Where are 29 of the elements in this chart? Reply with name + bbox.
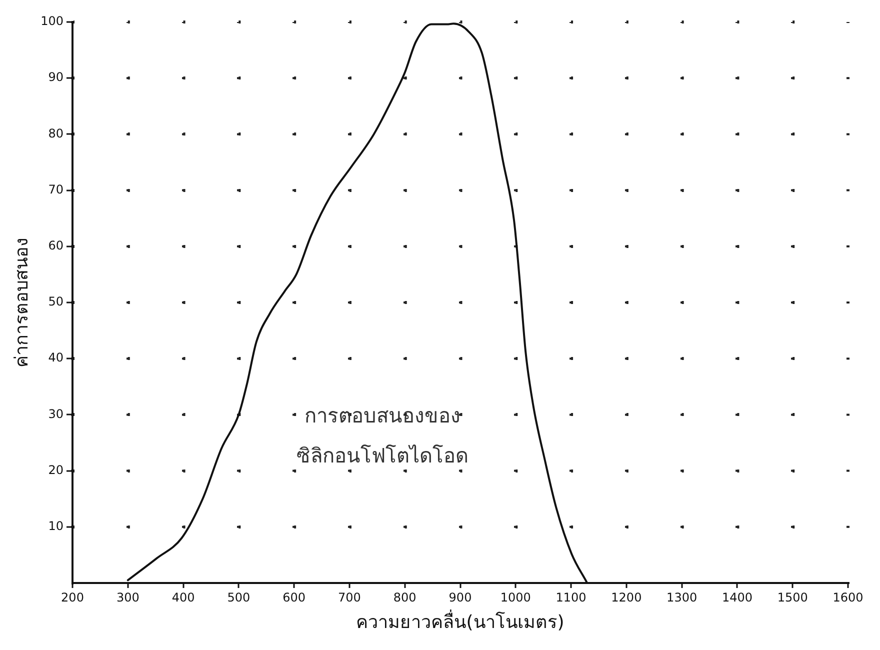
y-tick-label: 60 (48, 238, 64, 253)
y-tick-label: 70 (48, 182, 64, 196)
x-tick-label: 1300 (666, 590, 698, 604)
x-tick-label: 600 (282, 590, 306, 604)
x-tick-label: 200 (61, 590, 84, 604)
x-tick-label: 400 (172, 590, 195, 604)
y-tick-label: 100 (40, 14, 64, 28)
y-axis-title: ค่าการตอบสนอง (11, 238, 32, 368)
y-tick-label: 30 (48, 406, 64, 421)
annotation: ซิลิกอนโฟโตไดโอด (296, 444, 469, 468)
x-tick-label: 1600 (832, 590, 864, 604)
y-tick-label: 40 (48, 350, 64, 365)
x-tick-label: 300 (116, 590, 140, 604)
x-tick-label: 800 (393, 590, 416, 604)
annotation: การตอบสนองของ (304, 404, 461, 428)
y-tick-label: 10 (48, 519, 64, 534)
y-tick-label: 80 (48, 126, 64, 140)
y-tick-label: 90 (48, 70, 64, 84)
y-tick-label: 20 (48, 462, 64, 477)
x-tick-label: 1100 (556, 590, 586, 604)
x-tick-label: 700 (338, 590, 361, 604)
x-tick-label: 500 (227, 590, 250, 604)
x-tick-label: 1000 (500, 590, 531, 604)
x-axis-title: ความยาวคลื่น(นาโนเมตร) (356, 608, 564, 633)
y-tick-label: 50 (48, 294, 64, 309)
x-tick-label: 900 (448, 590, 472, 604)
x-tick-label: 1200 (611, 590, 642, 604)
x-tick-label: 1500 (777, 590, 808, 604)
x-tick-label: 1400 (722, 590, 752, 604)
